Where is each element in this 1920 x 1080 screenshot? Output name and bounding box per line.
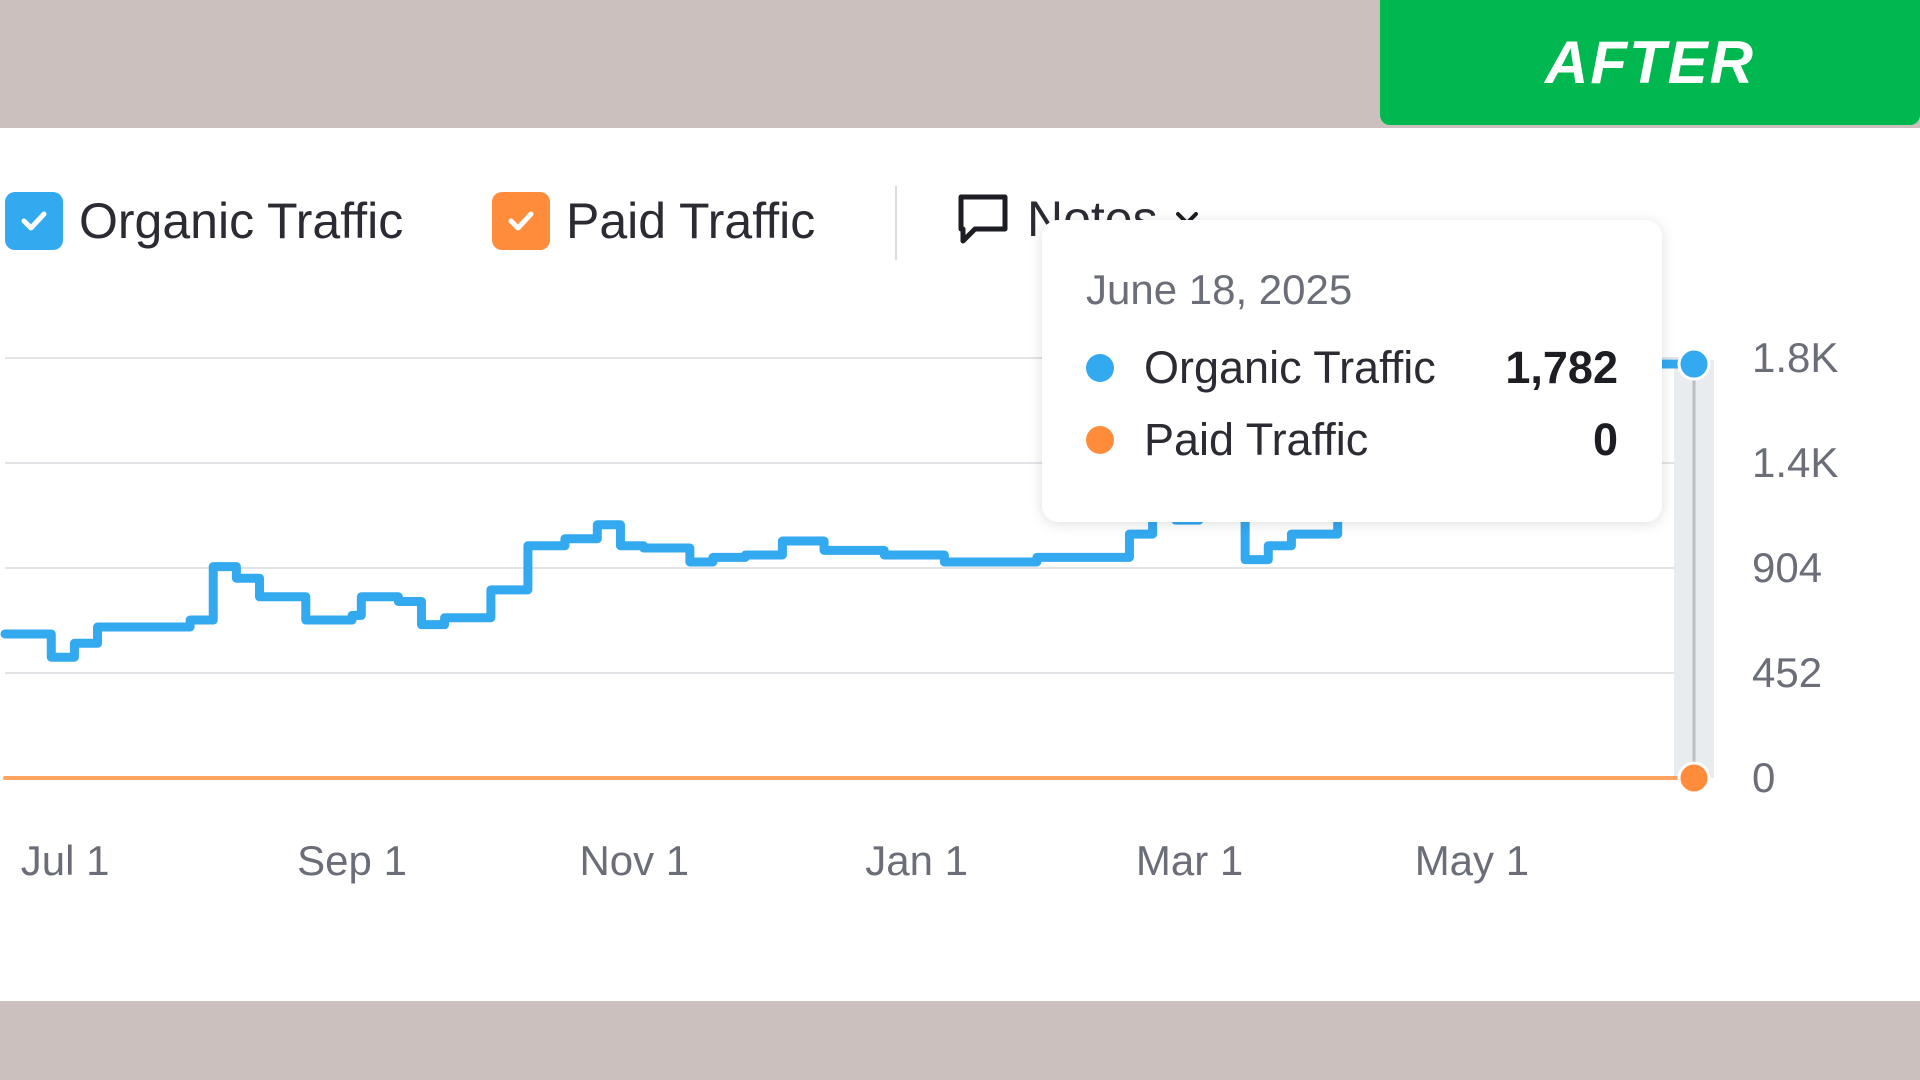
checkmark-icon [508,211,534,231]
legend-divider [895,186,897,260]
tooltip-row-paid: Paid Traffic 0 [1086,414,1618,466]
paid-hover-point [1677,761,1711,795]
tooltip-paid-name: Paid Traffic [1144,414,1369,465]
organic-checkbox[interactable] [5,192,63,250]
bottom-band [0,1001,1920,1080]
paid-checkbox[interactable] [492,192,550,250]
x-tick-label: May 1 [1415,837,1529,884]
tooltip-organic-value: 1,782 [1505,342,1618,393]
y-tick-label: 452 [1752,649,1822,696]
after-badge-label: AFTER [1545,29,1755,96]
paid-legend-label: Paid Traffic [566,193,816,249]
tooltip-organic-name: Organic Traffic [1144,342,1436,393]
checkmark-icon [21,211,47,231]
organic-hover-point [1677,347,1711,381]
comment-icon [958,194,1008,244]
x-tick-label: Jan 1 [865,837,968,884]
tooltip-paid-value: 0 [1592,414,1618,465]
organic-dot-icon [1086,354,1114,382]
x-tick-label: Sep 1 [297,837,407,884]
x-tick-label: Nov 1 [579,837,689,884]
x-tick-label: Jul 1 [21,837,110,884]
y-tick-label: 1.4K [1752,439,1838,486]
y-tick-label: 1.8K [1752,334,1838,381]
y-tick-label: 0 [1752,754,1775,801]
tooltip-date: June 18, 2025 [1086,266,1353,313]
after-badge: AFTER [1380,0,1920,125]
chart-tooltip: June 18, 2025 Organic Traffic 1,782 Paid… [1042,220,1662,522]
tooltip-row-organic: Organic Traffic 1,782 [1086,342,1618,394]
x-tick-label: Mar 1 [1136,837,1243,884]
organic-legend-label: Organic Traffic [79,193,404,249]
legend-paid[interactable]: Paid Traffic [492,192,815,250]
paid-dot-icon [1086,426,1114,454]
legend-organic[interactable]: Organic Traffic [5,192,403,250]
y-tick-label: 904 [1752,544,1822,591]
